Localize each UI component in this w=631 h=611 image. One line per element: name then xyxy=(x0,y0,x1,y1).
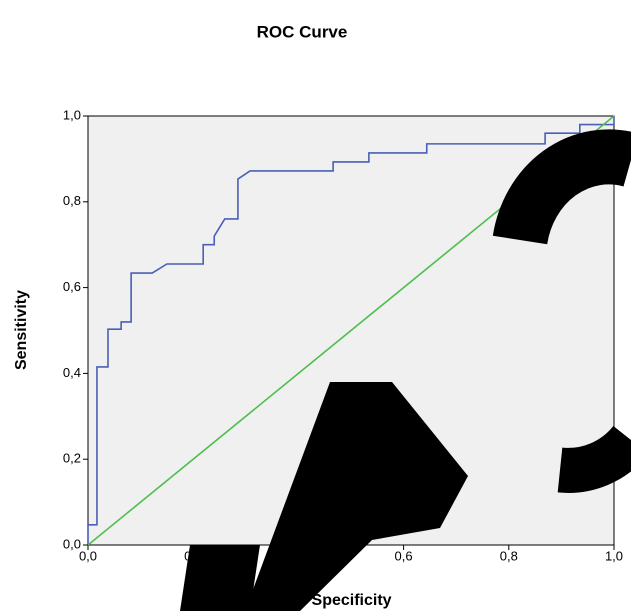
y-tick-label: 0,0 xyxy=(63,536,81,551)
chart-title: ROC Curve xyxy=(257,22,348,41)
y-axis-label: Sensitivity xyxy=(13,290,30,370)
x-tick-label: 0,4 xyxy=(289,548,307,563)
x-tick-label: 0,8 xyxy=(500,548,518,563)
y-tick-label: 0,6 xyxy=(63,279,81,294)
watermark-shape xyxy=(557,425,631,493)
x-tick-label: 0,6 xyxy=(395,548,413,563)
x-tick-label: 0,2 xyxy=(184,548,202,563)
watermark-shape xyxy=(180,545,260,611)
y-tick-label: 0,8 xyxy=(63,193,81,208)
y-tick-label: 0,4 xyxy=(63,365,81,380)
x-tick-label: 0,0 xyxy=(79,548,97,563)
watermark xyxy=(180,129,631,611)
y-tick-label: 1,0 xyxy=(63,107,81,122)
x-tick-label: 1,0 xyxy=(605,548,623,563)
y-tick-label: 0,2 xyxy=(63,451,81,466)
series-line xyxy=(87,116,615,545)
watermark-shape xyxy=(492,129,631,246)
watermark-shape xyxy=(245,382,468,611)
